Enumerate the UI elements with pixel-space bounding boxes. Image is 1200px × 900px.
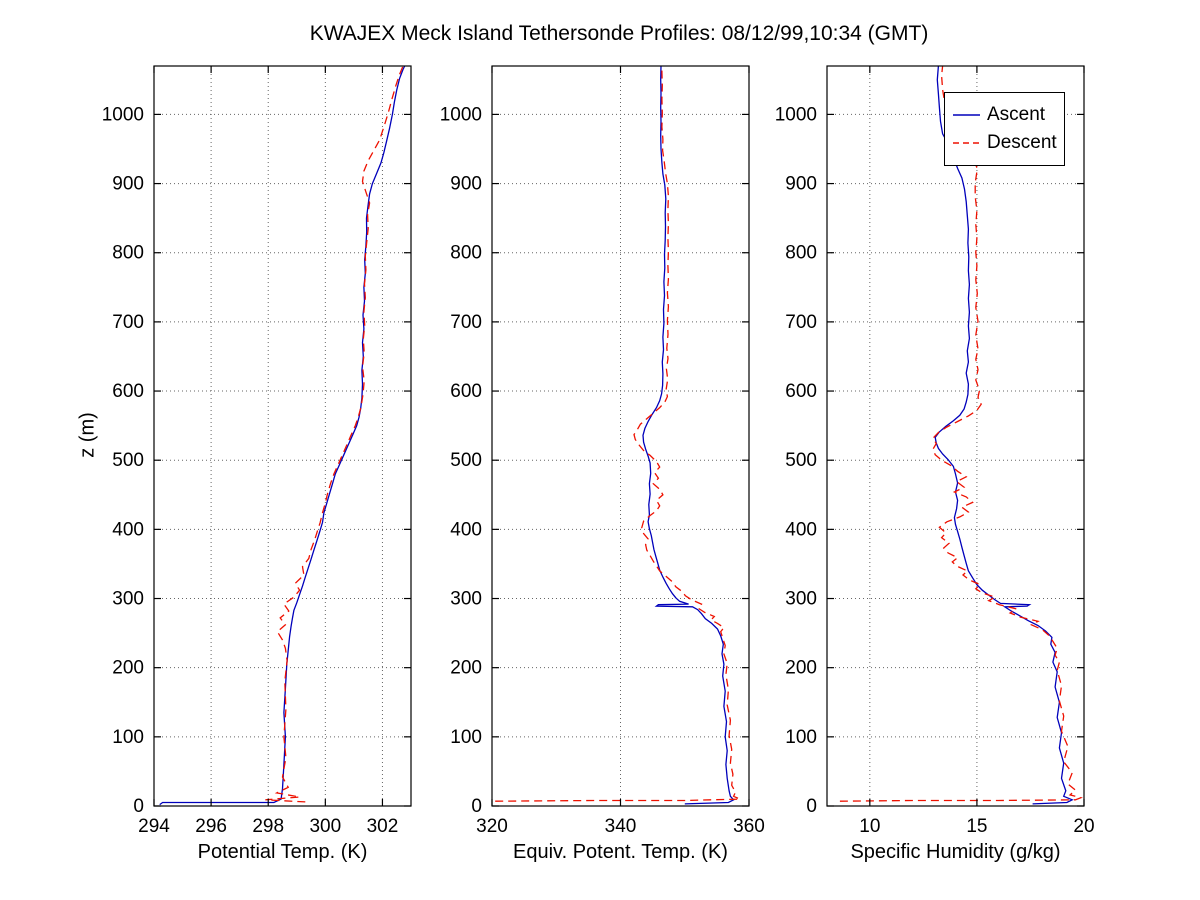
panel-potential-temp: 294 296 298 300 302 0 100 200 300 400 500 600 700 800… xyxy=(102,65,412,837)
svg-text:0: 0 xyxy=(133,796,144,817)
svg-text:0: 0 xyxy=(471,796,482,817)
svg-text:300: 300 xyxy=(309,816,341,837)
legend-entry-descent: Descent xyxy=(953,129,1059,157)
descent-profile-line xyxy=(839,66,1083,802)
axes-box xyxy=(153,65,412,807)
svg-text:500: 500 xyxy=(112,450,144,471)
svg-text:300: 300 xyxy=(785,589,817,610)
svg-text:300: 300 xyxy=(450,589,482,610)
svg-text:20: 20 xyxy=(1073,816,1094,837)
ascent-profile-line xyxy=(159,66,406,806)
svg-text:302: 302 xyxy=(367,816,399,837)
svg-text:400: 400 xyxy=(785,519,817,540)
svg-text:400: 400 xyxy=(450,519,482,540)
svg-text:400: 400 xyxy=(112,519,144,540)
svg-text:100: 100 xyxy=(450,727,482,748)
legend-label-descent: Descent xyxy=(987,132,1057,153)
svg-text:296: 296 xyxy=(195,816,227,837)
svg-text:0: 0 xyxy=(806,796,817,817)
svg-text:500: 500 xyxy=(450,450,482,471)
svg-text:320: 320 xyxy=(476,816,508,837)
svg-text:900: 900 xyxy=(785,174,817,195)
y-tick-labels: 0 100 200 300 400 500 600 700 800 900 1000 xyxy=(775,104,817,817)
series-lines xyxy=(495,66,741,805)
svg-text:1000: 1000 xyxy=(440,104,482,125)
svg-text:1000: 1000 xyxy=(102,104,144,125)
svg-text:200: 200 xyxy=(785,658,817,679)
ascent-profile-line xyxy=(934,66,1074,805)
gridlines xyxy=(491,66,750,807)
svg-text:800: 800 xyxy=(450,243,482,264)
gridlines xyxy=(153,66,411,807)
tick-marks xyxy=(827,66,1085,807)
svg-text:800: 800 xyxy=(785,243,817,264)
svg-text:500: 500 xyxy=(785,450,817,471)
series-lines xyxy=(839,66,1083,805)
descent-line-sample xyxy=(953,142,980,144)
x-axis-label-potential-temp: Potential Temp. (K) xyxy=(197,841,368,863)
svg-text:200: 200 xyxy=(112,658,144,679)
svg-text:800: 800 xyxy=(112,243,144,264)
gridlines xyxy=(827,66,1085,807)
svg-text:200: 200 xyxy=(450,658,482,679)
series-lines xyxy=(159,66,406,806)
y-tick-labels: 0 100 200 300 400 500 600 700 800 900 1000 xyxy=(102,104,144,817)
axes-box xyxy=(826,65,1085,807)
svg-text:100: 100 xyxy=(112,727,144,748)
svg-text:1000: 1000 xyxy=(775,104,817,125)
svg-text:15: 15 xyxy=(966,816,987,837)
svg-text:900: 900 xyxy=(450,174,482,195)
ascent-line-sample xyxy=(953,114,980,116)
svg-text:340: 340 xyxy=(605,816,637,837)
x-axis-label-equiv-potent-temp: Equiv. Potent. Temp. (K) xyxy=(513,841,728,863)
svg-text:600: 600 xyxy=(450,381,482,402)
legend-entry-ascent: Ascent xyxy=(953,101,1059,129)
ascent-profile-line xyxy=(642,66,735,805)
svg-text:700: 700 xyxy=(112,312,144,333)
descent-profile-line xyxy=(495,66,741,802)
svg-text:10: 10 xyxy=(859,816,880,837)
svg-text:100: 100 xyxy=(785,727,817,748)
svg-text:600: 600 xyxy=(785,381,817,402)
y-tick-labels: 0 100 200 300 400 500 600 700 800 900 1000 xyxy=(440,104,482,817)
svg-text:294: 294 xyxy=(138,816,170,837)
tick-marks xyxy=(491,66,750,807)
descent-profile-line xyxy=(265,66,404,803)
svg-text:300: 300 xyxy=(112,589,144,610)
x-tick-labels: 10 15 20 xyxy=(859,816,1094,837)
svg-text:298: 298 xyxy=(252,816,284,837)
svg-text:700: 700 xyxy=(785,312,817,333)
legend: Ascent Descent xyxy=(944,92,1065,166)
legend-label-ascent: Ascent xyxy=(987,104,1046,125)
x-tick-labels: 294 296 298 300 302 xyxy=(138,816,398,837)
figure-title: KWAJEX Meck Island Tethersonde Profiles:… xyxy=(309,22,929,45)
y-axis-label: z (m) xyxy=(76,412,99,458)
x-axis-label-specific-humidity: Specific Humidity (g/kg) xyxy=(850,841,1061,863)
svg-text:700: 700 xyxy=(450,312,482,333)
panel-equiv-potent-temp: 320 340 360 0 100 200 300 400 500 600 700 800 900 100… xyxy=(440,65,765,837)
svg-text:600: 600 xyxy=(112,381,144,402)
tick-marks xyxy=(153,66,411,807)
svg-text:360: 360 xyxy=(733,816,765,837)
x-tick-labels: 320 340 360 xyxy=(476,816,765,837)
svg-text:900: 900 xyxy=(112,174,144,195)
